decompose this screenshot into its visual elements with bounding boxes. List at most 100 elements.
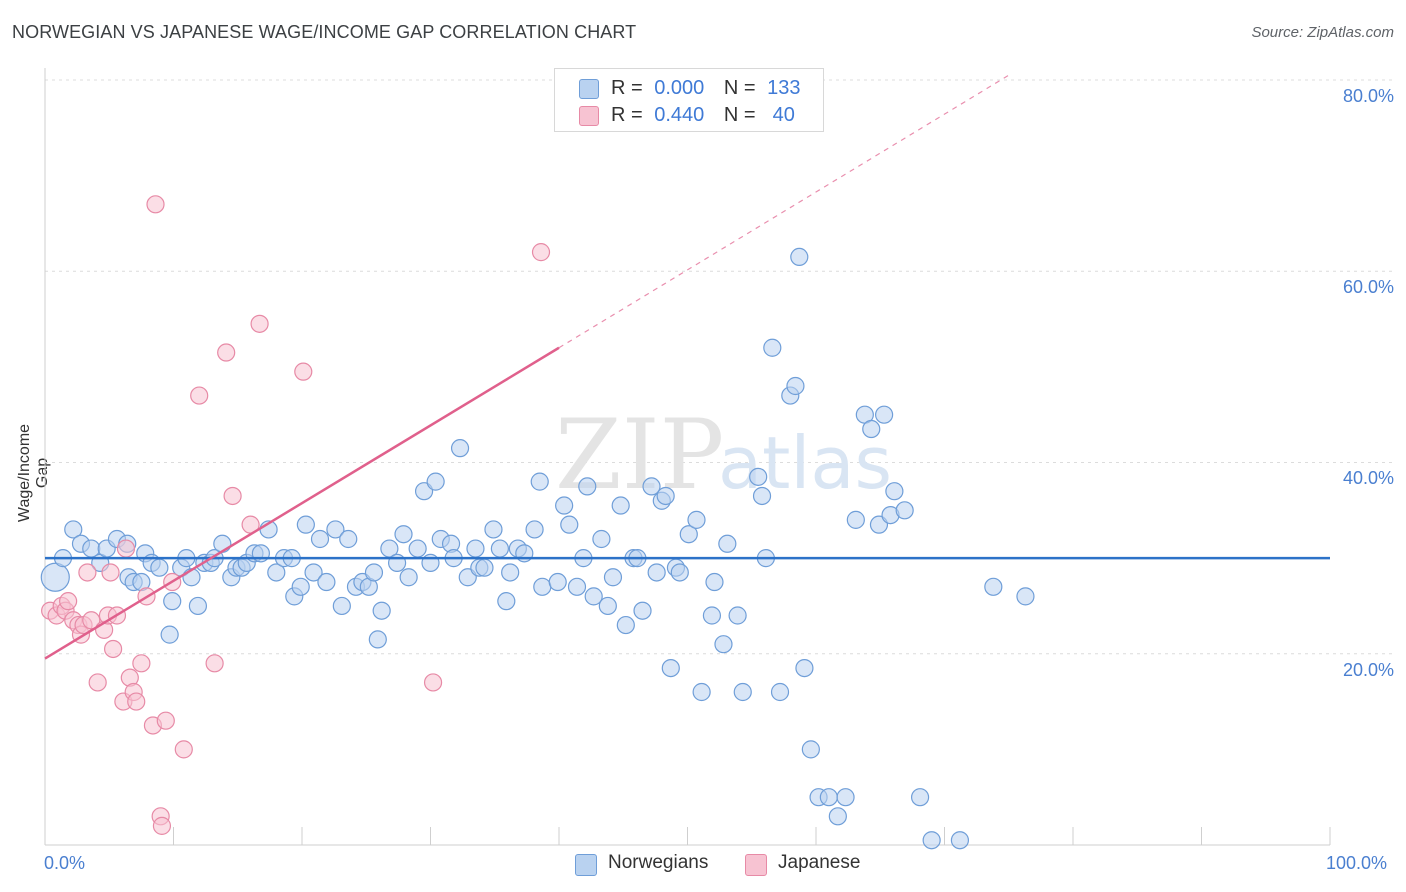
r-value: 0.000: [654, 77, 705, 99]
norwegian-point: [895, 501, 914, 520]
norwegian-point: [616, 615, 635, 635]
norwegian-point: [836, 788, 855, 807]
norwegian-point: [984, 577, 1003, 596]
axes: [44, 68, 1331, 846]
norwegian-point: [910, 788, 930, 807]
n-value: 133: [767, 77, 801, 99]
japanese-point: [101, 563, 120, 582]
norwegian-point: [647, 563, 666, 582]
norwegian-point: [633, 601, 652, 620]
norwegian-point: [450, 439, 470, 458]
norwegian-point: [642, 477, 661, 496]
norwegian-point: [339, 529, 358, 549]
norwegian-point: [150, 558, 169, 577]
norwegian-point: [372, 601, 391, 620]
norwegian-point: [786, 376, 805, 396]
norwegian-point: [885, 482, 904, 501]
japanese-point: [156, 711, 175, 730]
norwegian-point: [950, 831, 970, 850]
norwegian-point: [795, 658, 814, 678]
norwegian-point: [656, 486, 675, 506]
norwegian-point: [752, 486, 772, 506]
y-tick-label: 80.0%: [1342, 86, 1394, 106]
norwegian-point: [317, 572, 336, 592]
japanese-point: [78, 563, 97, 582]
japanese-point: [104, 639, 123, 659]
japanese-point: [531, 243, 551, 262]
norwegian-point: [763, 338, 782, 357]
norwegian-point: [160, 625, 179, 644]
norwegian-point: [267, 563, 286, 582]
norwegian-point: [922, 831, 941, 850]
japanese-points: [41, 195, 551, 835]
stats-legend: R = 0.000 N = 133 R = 0.440 N = 40: [554, 68, 824, 132]
norwegian-point: [584, 587, 603, 606]
norwegian-point: [40, 562, 70, 592]
norwegian-point: [875, 405, 894, 424]
japanese-point: [116, 539, 136, 558]
norwegian-point: [64, 520, 83, 539]
japanese-point: [223, 486, 242, 506]
norwegian-point: [501, 563, 520, 582]
legend-swatch-blue: [579, 79, 599, 99]
japanese-point: [423, 673, 443, 692]
japanese-point: [127, 692, 146, 711]
japanese-point: [82, 611, 101, 630]
norwegian-point: [828, 807, 847, 826]
norwegian-point: [490, 539, 509, 558]
norwegian-point: [296, 515, 315, 534]
japanese-point: [146, 195, 165, 214]
norwegian-point: [466, 539, 485, 558]
norwegian-point: [533, 577, 552, 596]
norwegian-point: [846, 510, 865, 529]
source-credit: Source: ZipAtlas.com: [1251, 24, 1394, 41]
norwegian-point: [819, 788, 838, 807]
norwegian-point: [394, 525, 413, 544]
norwegian-point: [530, 472, 549, 491]
n-value: 40: [767, 104, 795, 126]
chart-title: NORWEGIAN VS JAPANESE WAGE/INCOME GAP CO…: [12, 22, 637, 42]
norwegian-point: [770, 682, 790, 702]
japanese-point: [294, 362, 313, 381]
norwegian-point: [702, 606, 722, 625]
japanese-point: [59, 592, 78, 611]
norwegian-point: [475, 558, 494, 577]
japanese-point: [190, 386, 209, 405]
norwegian-point: [603, 568, 623, 587]
japanese-point: [88, 673, 107, 692]
norwegian-point: [484, 520, 503, 539]
norwegian-point: [692, 682, 711, 702]
japanese-point: [174, 740, 193, 759]
norwegian-point: [555, 496, 574, 515]
gridlines: [45, 79, 1392, 655]
norwegians-points: [40, 247, 1035, 850]
watermark-atlas: atlas: [718, 421, 892, 505]
norwegian-point: [611, 496, 630, 515]
norwegian-point: [408, 539, 427, 558]
norwegian-point: [714, 635, 733, 654]
legend-swatch-pink: [579, 106, 599, 126]
legend-swatch-blue: [575, 854, 597, 876]
norwegian-point: [705, 572, 724, 592]
x-tick-label: 0.0%: [44, 853, 86, 873]
japanese-point: [152, 816, 172, 835]
norwegian-point: [163, 592, 182, 611]
norwegian-point: [598, 596, 617, 616]
y-tick-label: 60.0%: [1342, 277, 1394, 297]
watermark-zip: ZIP: [555, 399, 724, 511]
r-label: R =: [611, 104, 643, 126]
r-label: R =: [611, 77, 643, 99]
norwegian-point: [790, 247, 809, 267]
legend-swatch-pink: [745, 854, 767, 876]
japanese-point: [217, 343, 236, 362]
y-tick-label: 20.0%: [1342, 660, 1394, 680]
norwegian-point: [862, 419, 881, 439]
y-tick-label: 40.0%: [1342, 468, 1394, 488]
norwegian-point: [718, 534, 737, 553]
n-label: N =: [723, 104, 756, 126]
norwegian-point: [326, 520, 345, 539]
norwegian-point: [728, 606, 747, 625]
norwegian-point: [670, 563, 689, 582]
norwegian-point: [548, 572, 567, 592]
